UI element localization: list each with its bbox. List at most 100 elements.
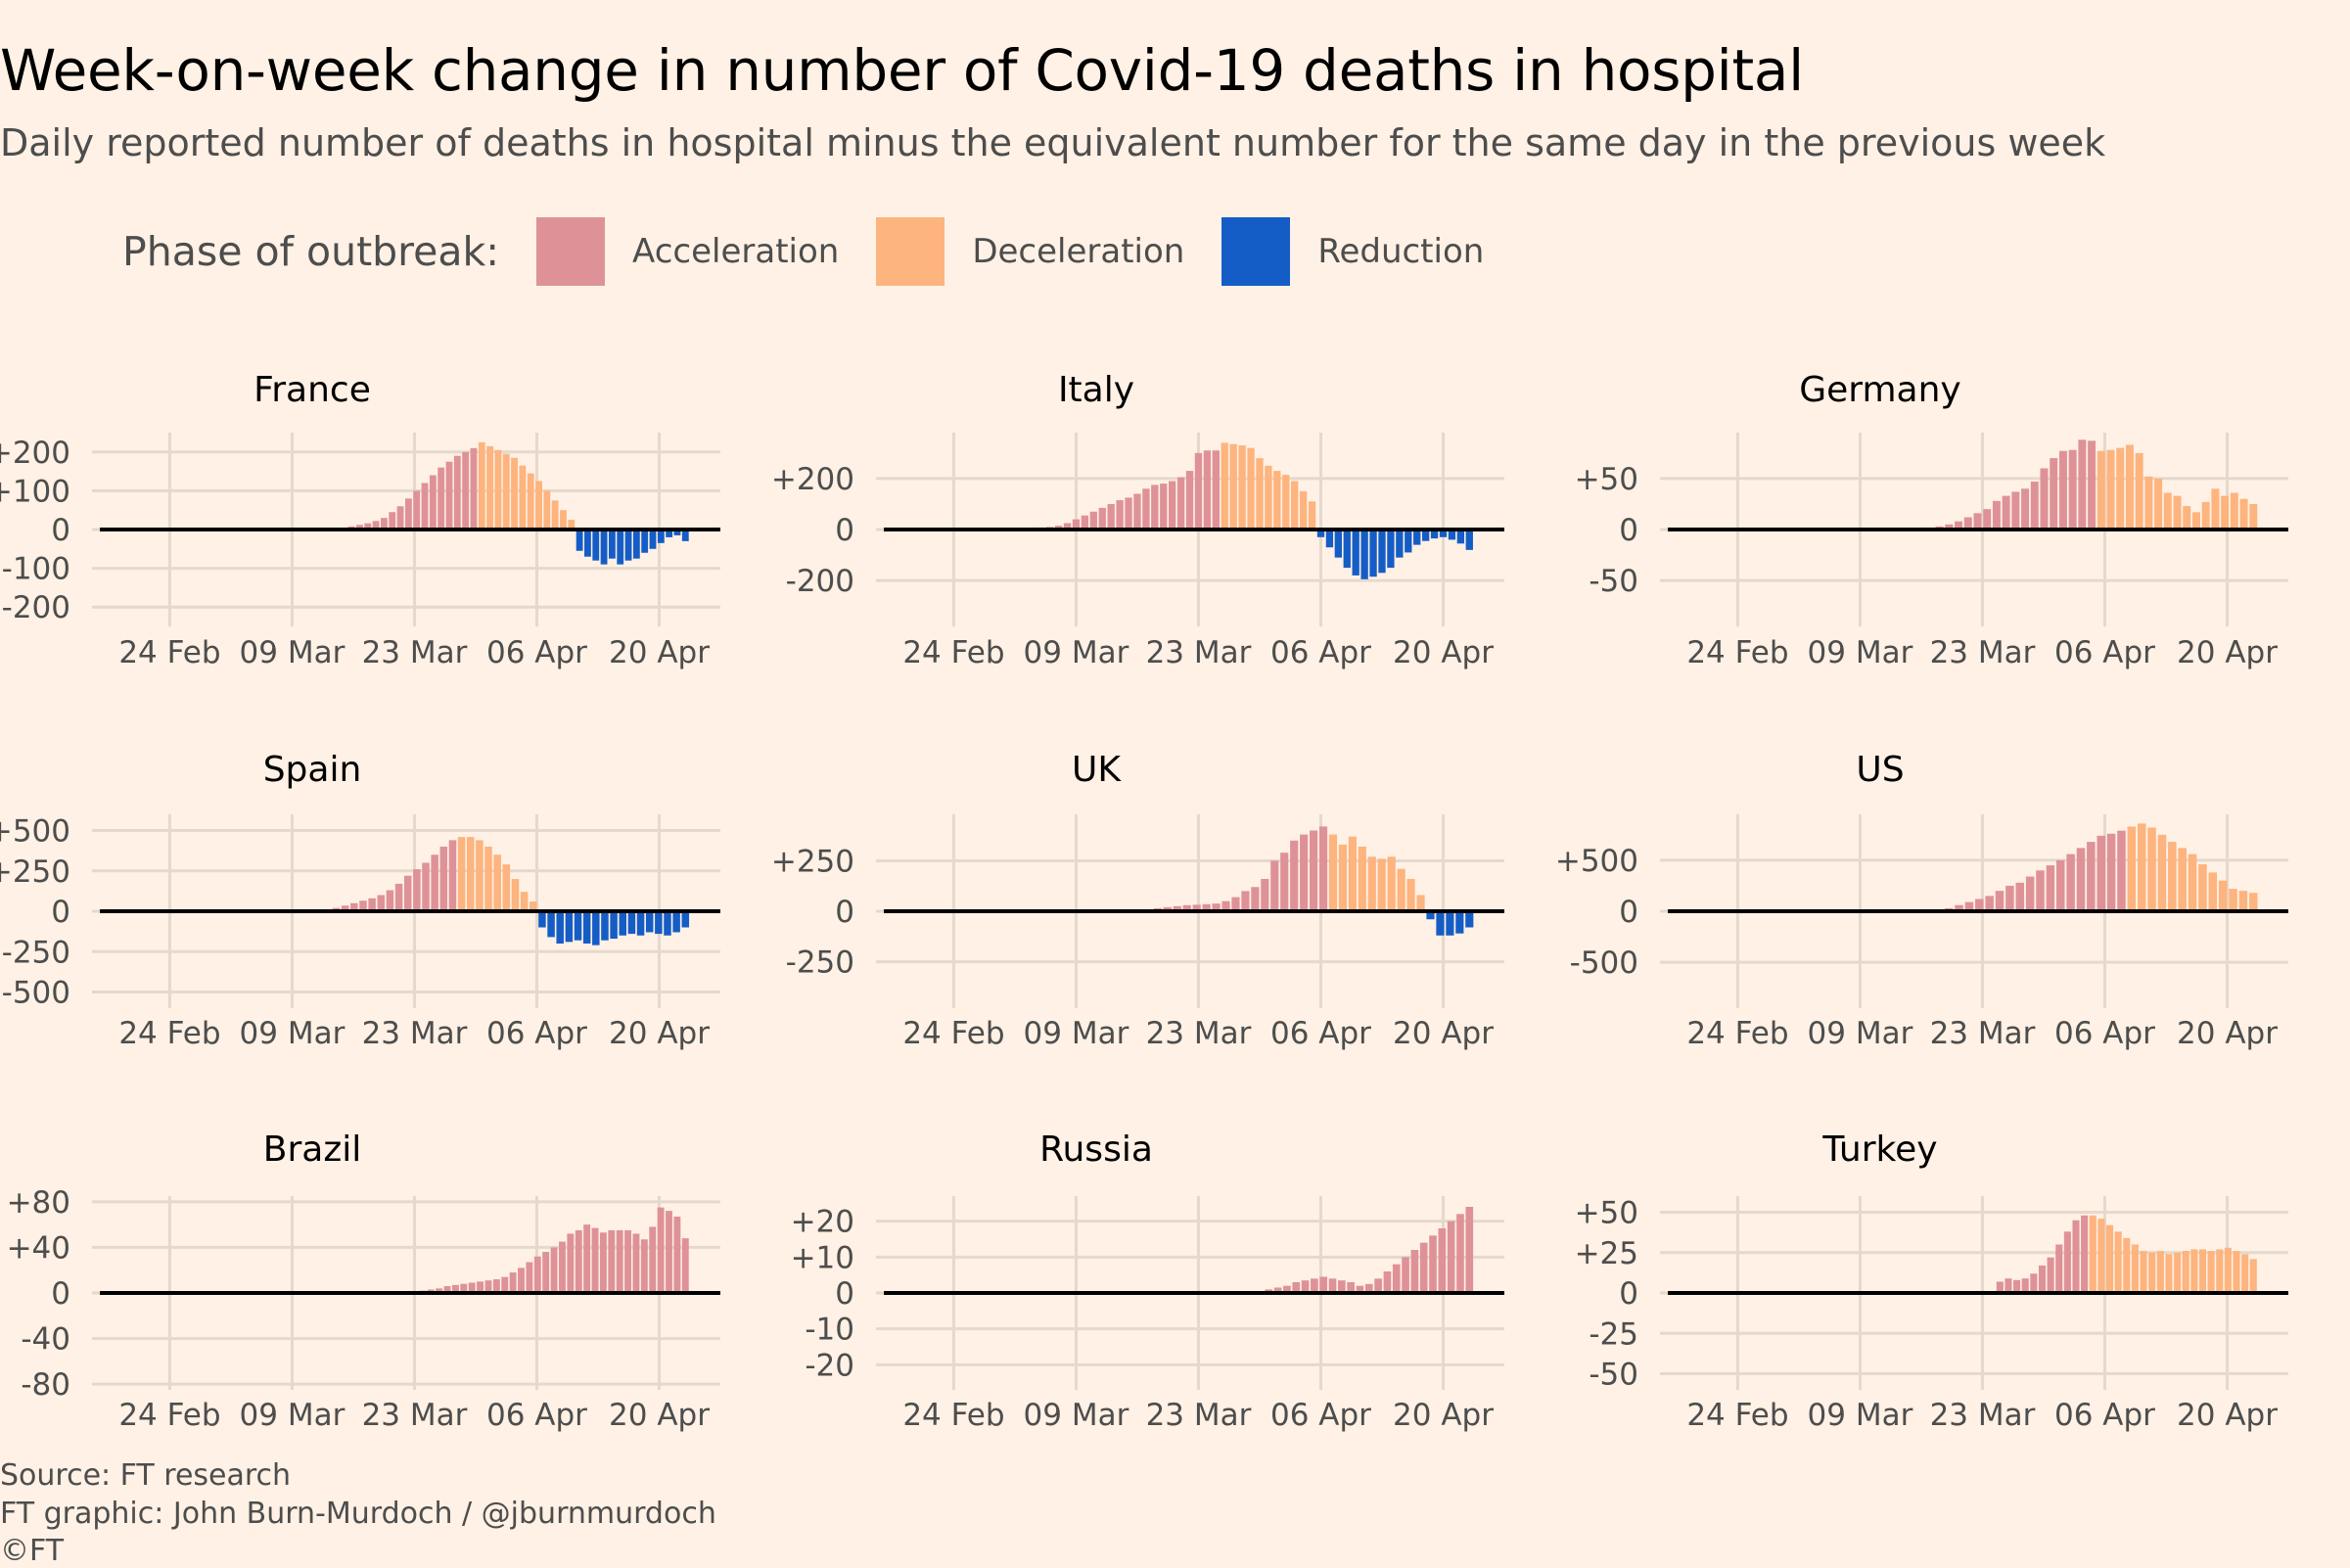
bar-acceleration — [1318, 826, 1328, 911]
x-tick-label: 09 Mar — [1024, 1398, 1129, 1433]
bar-deceleration — [2144, 476, 2153, 530]
bar-acceleration — [2081, 1215, 2089, 1293]
bar-acceleration — [542, 1252, 550, 1293]
bar-acceleration — [2050, 458, 2058, 530]
bar-deceleration — [2123, 1237, 2131, 1293]
bar-deceleration — [2168, 842, 2177, 911]
bar-acceleration — [462, 451, 470, 530]
x-tick-label: 06 Apr — [2054, 1016, 2155, 1051]
legend-label-deceleration: Deceleration — [972, 232, 1185, 271]
bar-deceleration — [2239, 498, 2248, 530]
bar-acceleration — [1992, 500, 2001, 530]
x-tick-label: 24 Feb — [902, 635, 1004, 670]
bar-reduction — [1369, 530, 1377, 577]
bar-reduction — [1396, 530, 1404, 558]
y-tick-label: 0 — [835, 513, 854, 548]
bar-deceleration — [2238, 891, 2248, 911]
bar-acceleration — [1364, 1283, 1373, 1293]
x-tick-label: 20 Apr — [1393, 1016, 1494, 1051]
bar-deceleration — [1308, 501, 1316, 530]
bar-acceleration — [1203, 450, 1212, 530]
y-tick-label: +500 — [1555, 844, 1638, 879]
bar-acceleration — [1447, 1221, 1455, 1293]
x-tick-label: 24 Feb — [1686, 1016, 1788, 1051]
bar-reduction — [1360, 530, 1368, 579]
bar-acceleration — [364, 523, 372, 530]
bar-reduction — [1325, 530, 1334, 548]
bar-deceleration — [1377, 858, 1386, 911]
x-tick-label: 09 Mar — [1024, 1016, 1129, 1051]
bar-acceleration — [436, 1288, 443, 1293]
bar-deceleration — [2105, 1224, 2114, 1293]
y-tick-label: +25 — [1575, 1236, 1638, 1271]
bar-acceleration — [632, 1233, 640, 1293]
x-tick-label: 24 Feb — [1686, 635, 1788, 670]
bar-acceleration — [403, 875, 412, 911]
y-tick-label: +50 — [1575, 1196, 1638, 1231]
bar-acceleration — [567, 1233, 575, 1293]
bar-deceleration — [560, 510, 567, 530]
bar-acceleration — [1176, 477, 1185, 530]
bar-acceleration — [356, 525, 363, 530]
x-tick-label: 06 Apr — [486, 1398, 587, 1433]
bar-acceleration — [2038, 1265, 2047, 1293]
bar-deceleration — [478, 441, 485, 530]
bar-deceleration — [486, 445, 493, 530]
credit-note: FT graphic: John Burn-Murdoch / @jburnmu… — [0, 1497, 716, 1531]
bar-deceleration — [2106, 449, 2115, 530]
y-tick-label: -80 — [21, 1367, 70, 1403]
bar-reduction — [673, 530, 681, 535]
y-tick-label: -25 — [1589, 1316, 1638, 1352]
x-tick-label: 09 Mar — [1024, 635, 1129, 670]
bar-deceleration — [457, 837, 466, 911]
bar-reduction — [1455, 911, 1464, 934]
panel-spain: Spain 24 Feb 09 Mar 23 Mar 06 Apr 20 Apr +500 +… — [0, 750, 720, 1051]
legend-swatch-acceleration — [536, 217, 606, 286]
panel-title: US — [1856, 750, 1904, 790]
y-tick-label: -200 — [2, 590, 70, 625]
panel-title: Brazil — [263, 1130, 361, 1170]
bar-deceleration — [502, 453, 510, 530]
bar-acceleration — [1347, 1282, 1355, 1293]
bar-acceleration — [1410, 1250, 1419, 1293]
bar-acceleration — [2002, 495, 2010, 530]
bar-acceleration — [2106, 833, 2116, 911]
bar-reduction — [681, 911, 690, 928]
x-tick-label: 06 Apr — [2054, 635, 2155, 670]
x-tick-label: 09 Mar — [240, 1398, 346, 1433]
bar-acceleration — [2021, 488, 2030, 530]
bar-reduction — [547, 911, 555, 938]
bar-acceleration — [1374, 1278, 1382, 1293]
y-tick-label: -10 — [805, 1313, 854, 1348]
bar-acceleration — [1392, 1264, 1401, 1293]
panel-title: France — [253, 370, 371, 410]
bar-deceleration — [1406, 879, 1415, 911]
bar-deceleration — [1273, 471, 1281, 530]
bar-deceleration — [543, 490, 551, 530]
bar-acceleration — [477, 1281, 484, 1293]
y-tick-label: +50 — [1575, 462, 1638, 497]
x-tick-label: 20 Apr — [2177, 1398, 2278, 1433]
bar-acceleration — [1160, 484, 1168, 530]
bar-acceleration — [608, 1229, 616, 1293]
y-tick-label: +10 — [791, 1240, 854, 1275]
bar-acceleration — [1192, 904, 1201, 911]
bar-acceleration — [1338, 1280, 1346, 1293]
bar-deceleration — [476, 840, 484, 911]
bar-deceleration — [2163, 492, 2172, 530]
x-tick-label: 20 Apr — [609, 1398, 710, 1433]
bar-deceleration — [2190, 1249, 2198, 1293]
bar-reduction — [666, 530, 673, 537]
bar-reduction — [1421, 530, 1430, 541]
bar-deceleration — [2114, 1231, 2122, 1293]
bar-acceleration — [445, 461, 453, 530]
bar-deceleration — [1291, 481, 1299, 530]
bar-reduction — [655, 911, 663, 935]
bar-reduction — [1465, 530, 1473, 550]
bar-acceleration — [1402, 1257, 1409, 1293]
bar-acceleration — [448, 840, 457, 911]
x-tick-label: 09 Mar — [1808, 1398, 1913, 1433]
panel-title: Italy — [1058, 370, 1134, 410]
bar-deceleration — [1299, 490, 1308, 530]
bar-reduction — [1456, 530, 1465, 544]
